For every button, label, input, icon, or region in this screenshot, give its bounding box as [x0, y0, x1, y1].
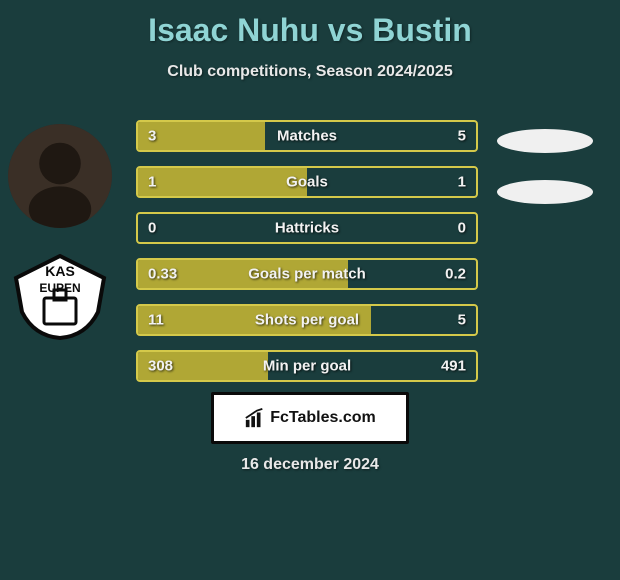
stat-right-value: 5: [458, 128, 466, 145]
ellipse-slot: [490, 318, 600, 364]
stat-label: Hattricks: [275, 220, 339, 237]
ellipse-slot: [490, 364, 600, 410]
player1-avatar: [8, 124, 112, 228]
stat-row: 11 Shots per goal 5: [136, 304, 478, 336]
stat-right-value: 491: [441, 358, 466, 375]
stat-row: 0.33 Goals per match 0.2: [136, 258, 478, 290]
stat-label: Shots per goal: [255, 312, 359, 329]
stat-left-value: 11: [148, 312, 164, 329]
page-title: Isaac Nuhu vs Bustin: [0, 0, 620, 49]
stat-row: 3 Matches 5: [136, 120, 478, 152]
stat-row: 1 Goals 1: [136, 166, 478, 198]
stat-right-value: 5: [458, 312, 466, 329]
footer-logo: FcTables.com: [211, 392, 409, 444]
stat-row: 308 Min per goal 491: [136, 350, 478, 382]
svg-text:KAS: KAS: [45, 263, 75, 279]
ellipse-slot: [490, 272, 600, 318]
player1-club-badge: KAS EUPEN: [10, 254, 110, 340]
chart-icon: [244, 407, 266, 429]
stat-left-value: 0: [148, 220, 156, 237]
stat-left-value: 1: [148, 174, 156, 191]
club-badge-icon: KAS EUPEN: [10, 254, 110, 340]
stat-row: 0 Hattricks 0: [136, 212, 478, 244]
stat-left-value: 0.33: [148, 266, 177, 283]
ellipse-column: [490, 124, 600, 410]
svg-text:EUPEN: EUPEN: [39, 281, 80, 295]
ellipse-slot: [490, 226, 600, 272]
stat-row-fill: [138, 122, 265, 150]
form-ellipse: [497, 129, 593, 153]
stat-label: Matches: [277, 128, 337, 145]
stat-left-value: 3: [148, 128, 156, 145]
stat-left-value: 308: [148, 358, 173, 375]
stat-right-value: 1: [458, 174, 466, 191]
page-subtitle: Club competitions, Season 2024/2025: [0, 63, 620, 81]
footer-date: 16 december 2024: [241, 456, 379, 474]
stat-rows: 3 Matches 5 1 Goals 1 0 Hattricks 0 0.33 Goals per…: [136, 120, 478, 396]
stat-right-value: 0.2: [445, 266, 466, 283]
stat-row-fill: [138, 168, 307, 196]
ellipse-slot: [490, 180, 600, 226]
footer-logo-text: FcTables.com: [270, 409, 376, 427]
stat-label: Goals: [286, 174, 328, 191]
left-column: KAS EUPEN: [8, 124, 112, 340]
ellipse-slot: [490, 129, 600, 175]
avatar-placeholder-icon: [8, 124, 112, 228]
form-ellipse: [497, 180, 593, 204]
stat-label: Goals per match: [248, 266, 366, 283]
stat-label: Min per goal: [263, 358, 351, 375]
stat-right-value: 0: [458, 220, 466, 237]
